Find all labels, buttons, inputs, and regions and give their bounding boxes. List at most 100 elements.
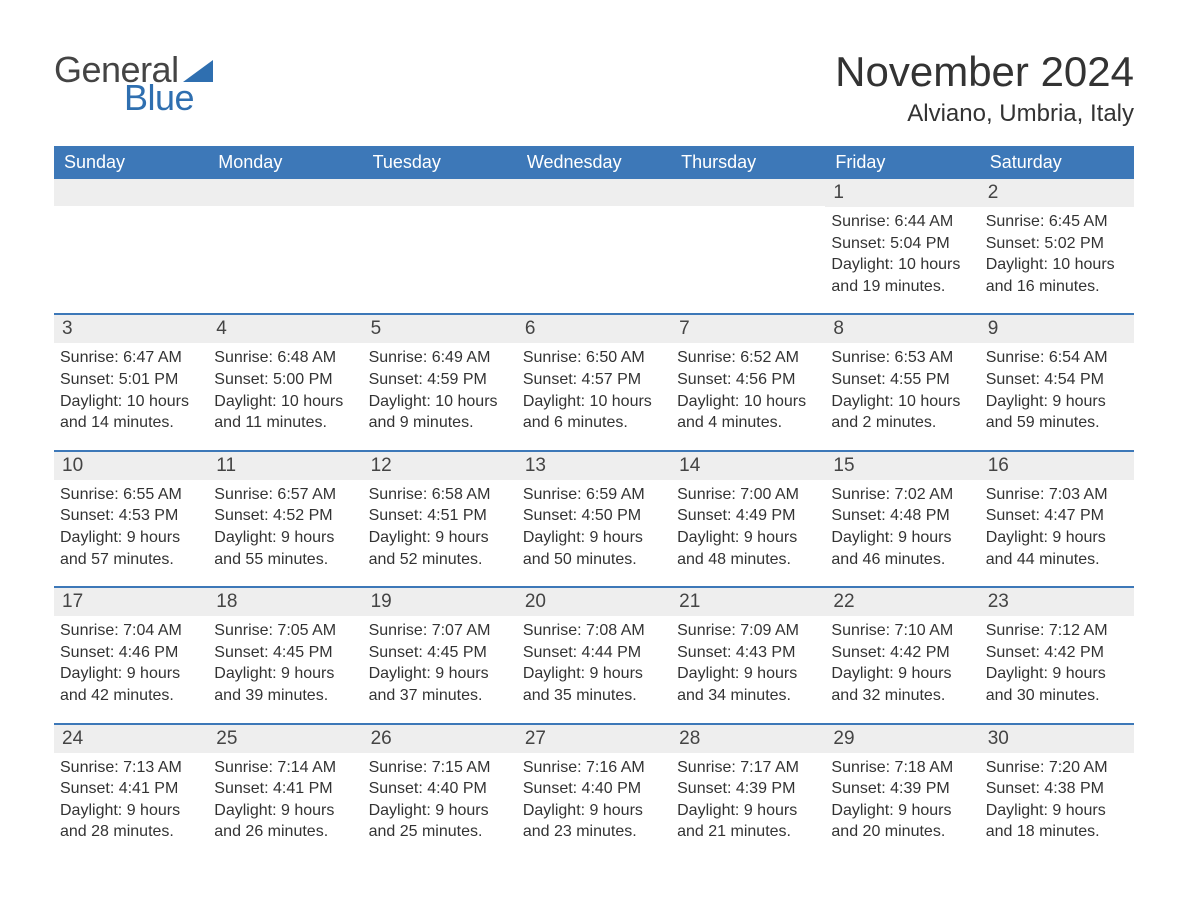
sunrise-value: 7:13 AM [123, 759, 182, 776]
day-number: 13 [517, 452, 671, 480]
sunrise-line: Sunrise: 6:57 AM [214, 484, 356, 506]
sunset-value: 4:55 PM [890, 371, 950, 388]
day-number: 25 [208, 725, 362, 753]
sunrise-line: Sunrise: 7:03 AM [986, 484, 1128, 506]
day-number: 24 [54, 725, 208, 753]
sunset-label: Sunset: [214, 507, 273, 524]
sunrise-value: 6:55 AM [123, 486, 182, 503]
sunrise-line: Sunrise: 7:08 AM [523, 620, 665, 642]
day-number: 21 [671, 588, 825, 616]
sunset-value: 4:48 PM [890, 507, 950, 524]
sunset-label: Sunset: [523, 644, 582, 661]
sunrise-label: Sunrise: [523, 622, 586, 639]
daylight-line-1: Daylight: 9 hours [214, 663, 356, 685]
day-number: 9 [980, 315, 1134, 343]
sunset-line: Sunset: 4:39 PM [677, 778, 819, 800]
day-details: Sunrise: 6:54 AMSunset: 4:54 PMDaylight:… [980, 343, 1134, 433]
calendar-week: 24Sunrise: 7:13 AMSunset: 4:41 PMDayligh… [54, 723, 1134, 859]
daylight-line-2: and 20 minutes. [831, 821, 973, 843]
dow-label: Wednesday [517, 146, 671, 179]
sunset-value: 4:47 PM [1044, 507, 1104, 524]
title-block: November 2024 Alviano, Umbria, Italy [835, 40, 1134, 132]
day-of-week-header: SundayMondayTuesdayWednesdayThursdayFrid… [54, 146, 1134, 179]
day-number: 12 [363, 452, 517, 480]
location-subtitle: Alviano, Umbria, Italy [835, 100, 1134, 128]
day-details: Sunrise: 7:14 AMSunset: 4:41 PMDaylight:… [208, 753, 362, 843]
calendar-day-empty [517, 179, 671, 313]
sunrise-value: 6:54 AM [1049, 349, 1108, 366]
sunrise-line: Sunrise: 6:58 AM [369, 484, 511, 506]
sunrise-value: 6:58 AM [432, 486, 491, 503]
sunset-value: 4:42 PM [890, 644, 950, 661]
dow-label: Thursday [671, 146, 825, 179]
daylight-line-1: Daylight: 9 hours [677, 800, 819, 822]
calendar-day-empty [208, 179, 362, 313]
calendar-day: 17Sunrise: 7:04 AMSunset: 4:46 PMDayligh… [54, 588, 208, 722]
day-details: Sunrise: 6:59 AMSunset: 4:50 PMDaylight:… [517, 480, 671, 570]
daylight-line-1: Daylight: 9 hours [523, 800, 665, 822]
sunset-line: Sunset: 5:04 PM [831, 233, 973, 255]
sunset-label: Sunset: [677, 507, 736, 524]
sunrise-label: Sunrise: [214, 759, 277, 776]
sunset-value: 4:43 PM [736, 644, 796, 661]
calendar-day: 2Sunrise: 6:45 AMSunset: 5:02 PMDaylight… [980, 179, 1134, 313]
sunrise-label: Sunrise: [60, 759, 123, 776]
calendar-day: 1Sunrise: 6:44 AMSunset: 5:04 PMDaylight… [825, 179, 979, 313]
calendar-week: 3Sunrise: 6:47 AMSunset: 5:01 PMDaylight… [54, 313, 1134, 449]
sunrise-value: 7:20 AM [1049, 759, 1108, 776]
daylight-line-1: Daylight: 9 hours [60, 527, 202, 549]
sunset-value: 4:38 PM [1044, 780, 1104, 797]
sunset-line: Sunset: 4:43 PM [677, 642, 819, 664]
sunrise-label: Sunrise: [369, 349, 432, 366]
sunset-value: 4:44 PM [582, 644, 642, 661]
day-details: Sunrise: 7:09 AMSunset: 4:43 PMDaylight:… [671, 616, 825, 706]
sunset-value: 4:59 PM [427, 371, 487, 388]
day-details: Sunrise: 6:58 AMSunset: 4:51 PMDaylight:… [363, 480, 517, 570]
sunrise-value: 7:08 AM [586, 622, 645, 639]
daylight-line-1: Daylight: 10 hours [677, 391, 819, 413]
sunrise-value: 6:59 AM [586, 486, 645, 503]
day-number [517, 179, 671, 206]
daylight-line-2: and 21 minutes. [677, 821, 819, 843]
daylight-line-1: Daylight: 9 hours [60, 663, 202, 685]
calendar-day: 10Sunrise: 6:55 AMSunset: 4:53 PMDayligh… [54, 452, 208, 586]
calendar-day-empty [363, 179, 517, 313]
calendar-day-empty [54, 179, 208, 313]
sunset-value: 4:51 PM [427, 507, 487, 524]
sunrise-value: 6:50 AM [586, 349, 645, 366]
daylight-line-2: and 59 minutes. [986, 412, 1128, 434]
sunset-label: Sunset: [831, 235, 890, 252]
day-number: 4 [208, 315, 362, 343]
sunrise-value: 6:44 AM [895, 213, 954, 230]
sunset-label: Sunset: [60, 780, 119, 797]
daylight-line-1: Daylight: 10 hours [214, 391, 356, 413]
sunrise-line: Sunrise: 7:16 AM [523, 757, 665, 779]
sunrise-label: Sunrise: [986, 622, 1049, 639]
calendar-day: 9Sunrise: 6:54 AMSunset: 4:54 PMDaylight… [980, 315, 1134, 449]
sunrise-line: Sunrise: 6:49 AM [369, 347, 511, 369]
sunset-value: 4:40 PM [582, 780, 642, 797]
sunrise-line: Sunrise: 7:17 AM [677, 757, 819, 779]
calendar-day: 4Sunrise: 6:48 AMSunset: 5:00 PMDaylight… [208, 315, 362, 449]
daylight-line-2: and 23 minutes. [523, 821, 665, 843]
day-number: 23 [980, 588, 1134, 616]
sunrise-line: Sunrise: 7:04 AM [60, 620, 202, 642]
sunrise-value: 7:07 AM [432, 622, 491, 639]
sunset-line: Sunset: 4:41 PM [60, 778, 202, 800]
sunrise-label: Sunrise: [369, 759, 432, 776]
daylight-line-1: Daylight: 9 hours [677, 527, 819, 549]
day-number: 5 [363, 315, 517, 343]
sunrise-line: Sunrise: 7:09 AM [677, 620, 819, 642]
day-number [363, 179, 517, 206]
sunrise-line: Sunrise: 7:00 AM [677, 484, 819, 506]
sunrise-value: 7:05 AM [277, 622, 336, 639]
sunrise-line: Sunrise: 7:13 AM [60, 757, 202, 779]
daylight-line-2: and 52 minutes. [369, 549, 511, 571]
sunset-label: Sunset: [677, 644, 736, 661]
sunrise-value: 6:49 AM [432, 349, 491, 366]
daylight-line-1: Daylight: 9 hours [369, 800, 511, 822]
daylight-line-1: Daylight: 10 hours [986, 254, 1128, 276]
day-number: 26 [363, 725, 517, 753]
sunset-label: Sunset: [831, 507, 890, 524]
calendar-day: 6Sunrise: 6:50 AMSunset: 4:57 PMDaylight… [517, 315, 671, 449]
